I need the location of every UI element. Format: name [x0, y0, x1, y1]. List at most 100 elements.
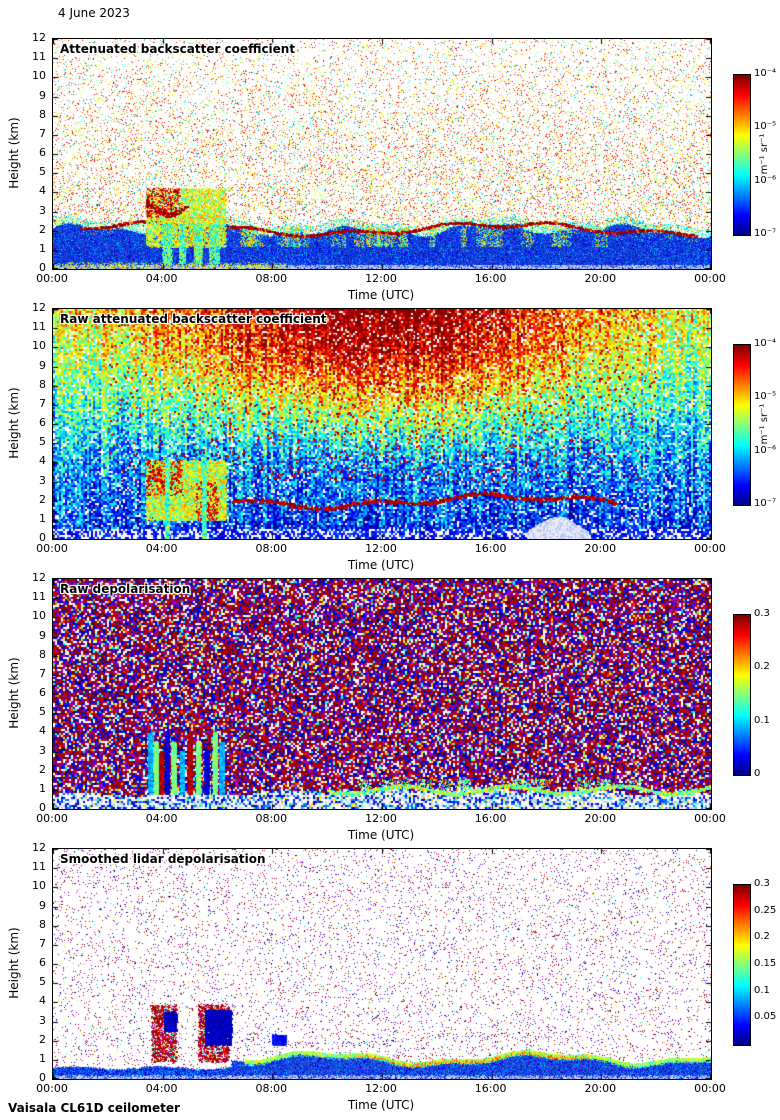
colorbar-tick-label: 10⁻⁴	[754, 68, 777, 79]
y-tick-label: 8	[39, 647, 46, 661]
colorbar-tick-label: 0	[754, 768, 761, 779]
y-tick-label: 4	[39, 994, 46, 1008]
colorbar-unit-label	[759, 920, 773, 1008]
colorbar-tick-label: 0.3	[754, 608, 770, 619]
y-tick-label: 7	[39, 396, 46, 410]
y-tick-label: 0	[39, 531, 46, 544]
y-tick-label: 9	[39, 88, 46, 102]
x-tick-label: 08:00	[255, 812, 288, 825]
y-tick-label: 1	[39, 241, 46, 255]
y-tick-label: 12	[32, 31, 46, 44]
colorbar-tick-label: 0.2	[754, 931, 770, 943]
y-tick-label: 1	[39, 781, 46, 795]
y-tick-label: 0	[39, 1071, 46, 1084]
y-tick-label: 7	[39, 936, 46, 950]
colorbar-tick-label: 10⁻⁵	[754, 391, 777, 403]
colorbar-tick-label: 0.25	[754, 904, 777, 916]
x-tick-label: 00:00	[694, 812, 726, 825]
y-tick-label: 12	[32, 841, 46, 854]
colorbar	[733, 344, 751, 506]
x-tick-label: 12:00	[365, 272, 397, 285]
x-tick-label: 20:00	[584, 812, 617, 825]
panel-smoothed-depolarisation: Height (km) 0 1 2 3 4 5 6 7 8 9 10 11 12 Smoothed li…	[0, 842, 780, 1120]
y-tick-label: 5	[39, 975, 46, 989]
colorbar-unit-label: m⁻¹ sr⁻¹	[759, 133, 770, 175]
x-tick-label: 00:00	[36, 272, 68, 285]
colorbar-tick-label: 0.3	[754, 878, 770, 889]
x-tick-label: 08:00	[255, 272, 288, 285]
y-tick-label: 4	[39, 454, 46, 468]
x-tick-label: 00:00	[36, 542, 68, 555]
x-tick-label: 16:00	[474, 1082, 507, 1095]
colorbar-tick-label: 10⁻⁷	[754, 228, 777, 239]
y-tick-label: 1	[39, 511, 46, 525]
heatmap-canvas	[52, 848, 712, 1080]
x-axis-label: Time (UTC)	[347, 558, 415, 572]
y-tick-label: 6	[39, 686, 46, 699]
y-tick-label: 1	[39, 1051, 46, 1065]
panel-raw-attenuated-backscatter: Height (km) 0 1 2 3 4 5 6 7 8 9 10 11 12 Raw attenua…	[0, 302, 780, 598]
y-tick-label: 8	[39, 917, 46, 931]
x-tick-label: 00:00	[694, 272, 726, 285]
panel-raw-depolarisation: Height (km) 0 1 2 3 4 5 6 7 8 9 10 11 12 Raw depolar…	[0, 572, 780, 868]
x-tick-label: 20:00	[584, 272, 617, 285]
y-tick-label: 7	[39, 666, 46, 680]
panel-attenuated-backscatter: Height (km) 0 1 2 3 4 5 6 7 8 9 10 11 12 Attenuated …	[0, 32, 780, 328]
colorbar-tick-label: 10⁻⁶	[754, 444, 777, 456]
y-tick-label: 11	[32, 320, 46, 334]
x-axis-label: Time (UTC)	[347, 288, 415, 302]
y-tick-label: 8	[39, 377, 46, 391]
x-tick-label: 04:00	[145, 812, 178, 825]
x-tick-label: 12:00	[365, 1082, 397, 1095]
panel-title: Raw depolarisation	[60, 582, 191, 596]
colorbar-tick-label: 0.1	[754, 714, 770, 726]
colorbar-tick-label: 0.2	[754, 661, 770, 673]
x-tick-label: 20:00	[584, 542, 617, 555]
y-tick-label: 2	[39, 492, 46, 506]
y-tick-label: 12	[32, 571, 46, 584]
heatmap-canvas	[52, 578, 712, 810]
panel-title: Attenuated backscatter coefficient	[60, 42, 296, 56]
x-tick-label: 08:00	[255, 1082, 288, 1095]
x-axis-label: Time (UTC)	[347, 1098, 415, 1112]
x-tick-label: 16:00	[474, 272, 507, 285]
y-tick-label: 3	[39, 473, 46, 487]
colorbar-tick-label: 10⁻⁵	[754, 121, 777, 133]
x-tick-label: 08:00	[255, 542, 288, 555]
colorbar-tick-label: 10⁻⁴	[754, 338, 777, 349]
y-tick-label: 8	[39, 107, 46, 121]
y-tick-label: 2	[39, 222, 46, 236]
y-tick-label: 9	[39, 628, 46, 642]
colorbar-tick-label: 10⁻⁷	[754, 498, 777, 509]
x-tick-label: 00:00	[36, 1082, 68, 1095]
instrument-label: Vaisala CL61D ceilometer	[8, 1101, 180, 1115]
y-tick-label: 10	[32, 69, 46, 83]
x-tick-label: 04:00	[145, 1082, 178, 1095]
y-tick-label: 7	[39, 126, 46, 140]
x-tick-label: 00:00	[36, 812, 68, 825]
y-tick-label: 3	[39, 1013, 46, 1027]
heatmap-canvas	[52, 308, 712, 540]
x-axis-label: Time (UTC)	[347, 828, 415, 842]
x-tick-label: 16:00	[474, 542, 507, 555]
y-tick-label: 5	[39, 435, 46, 449]
colorbar-tick-label: 10⁻⁶	[754, 174, 777, 186]
x-tick-label: 04:00	[145, 542, 178, 555]
y-tick-label: 6	[39, 416, 46, 429]
y-tick-label: 3	[39, 743, 46, 757]
y-tick-label: 10	[32, 339, 46, 353]
colorbar	[733, 74, 751, 236]
panel-title: Raw attenuated backscatter coefficient	[60, 312, 327, 326]
y-tick-label: 0	[39, 801, 46, 814]
colorbar-tick-label: 0.15	[754, 958, 777, 969]
y-tick-label: 12	[32, 301, 46, 314]
colorbar-tick-label: 0.1	[754, 984, 770, 996]
heatmap-canvas	[52, 38, 712, 270]
x-tick-label: 12:00	[365, 542, 397, 555]
x-tick-label: 12:00	[365, 812, 397, 825]
y-tick-label: 10	[32, 879, 46, 893]
colorbar	[733, 614, 751, 776]
y-tick-label: 6	[39, 956, 46, 969]
x-tick-label: 04:00	[145, 272, 178, 285]
